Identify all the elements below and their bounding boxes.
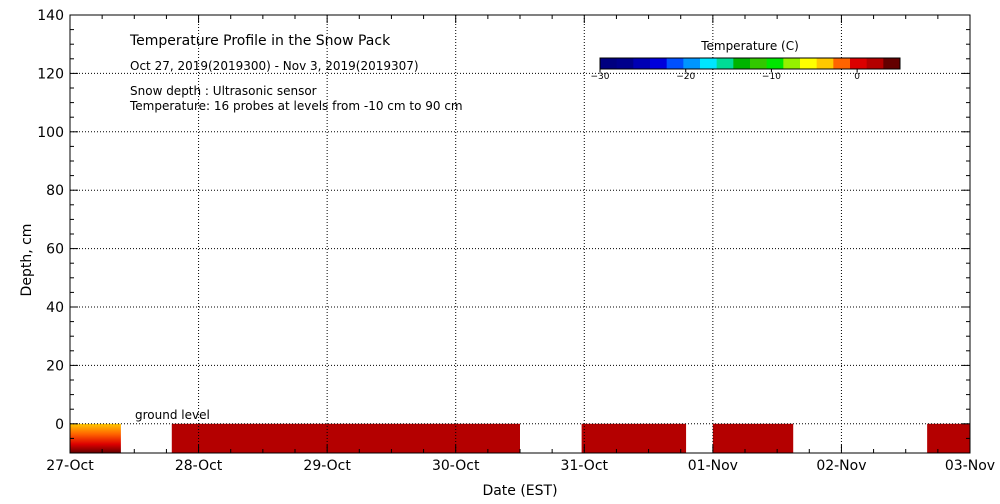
chart-title: Temperature Profile in the Snow Pack <box>129 33 391 49</box>
colorbar-tick-label: −10 <box>762 72 781 82</box>
colorbar-title: Temperature (C) <box>700 39 799 53</box>
colorbar-swatch <box>816 58 834 69</box>
note-temperature: Temperature: 16 probes at levels from -1… <box>129 99 463 113</box>
data-segment-3 <box>712 423 794 453</box>
colorbar-swatch <box>783 58 801 69</box>
colorbar: −30 −20 −10 0 <box>591 57 901 82</box>
data-segment-1 <box>171 423 521 453</box>
colorbar-swatch <box>733 58 751 69</box>
colorbar-swatch <box>766 58 784 69</box>
frame-layer: 0 20 40 60 80 100 120 140 27-Oct 28-Oct 29-Oct 30-O… <box>37 8 995 474</box>
colorbar-tick-label: −30 <box>591 72 610 82</box>
x-tick-label: 28-Oct <box>175 458 223 474</box>
colorbar-swatch <box>716 58 734 69</box>
grid-layer <box>70 15 970 453</box>
colorbar-swatch <box>800 58 818 69</box>
colorbar-tick-label: 0 <box>854 72 860 82</box>
colorbar-swatch <box>666 58 684 69</box>
x-tick-label: 29-Oct <box>303 458 351 474</box>
data-segment-0 <box>70 423 121 453</box>
y-tick-label: 120 <box>37 66 64 82</box>
y-tick-label: 40 <box>46 300 64 316</box>
y-tick-label: 20 <box>46 358 64 374</box>
colorbar-tick-label: −20 <box>676 72 695 82</box>
colorbar-swatch <box>616 58 634 69</box>
colorbar-swatch <box>700 58 718 69</box>
y-tick-label: 140 <box>37 8 64 24</box>
colorbar-swatch <box>633 58 651 69</box>
colorbar-swatch <box>850 58 868 69</box>
x-tick-label: 31-Oct <box>561 458 609 474</box>
data-segment-2 <box>581 423 687 453</box>
y-axis-title: Depth, cm <box>19 224 35 297</box>
y-tick-label: 60 <box>46 242 64 258</box>
colorbar-swatch <box>683 58 701 69</box>
text-layer: Temperature Profile in the Snow Pack Oct… <box>19 33 799 499</box>
x-tick-label: 03-Nov <box>945 458 995 474</box>
plot-frame <box>69 14 971 454</box>
y-tick-label: 100 <box>37 125 64 141</box>
note-snow-depth: Snow depth : Ultrasonic sensor <box>130 84 317 98</box>
colorbar-frame <box>599 57 901 70</box>
ground-level-label: ground level <box>135 408 210 422</box>
x-tick-label: 27-Oct <box>46 458 94 474</box>
colorbar-swatch <box>833 58 851 69</box>
colorbar-swatch <box>866 58 884 69</box>
data-segment-4 <box>927 423 970 453</box>
x-tick-label: 30-Oct <box>432 458 480 474</box>
colorbar-swatch <box>883 58 901 69</box>
y-tick-label: 80 <box>46 183 64 199</box>
x-axis-title: Date (EST) <box>482 483 557 499</box>
y-tick-label: 0 <box>55 417 64 433</box>
colorbar-swatch <box>650 58 668 69</box>
data-layer <box>70 423 970 453</box>
chart-subtitle: Oct 27, 2019(2019300) - Nov 3, 2019(2019… <box>130 59 419 73</box>
x-tick-label: 01-Nov <box>688 458 738 474</box>
colorbar-swatch <box>600 58 618 69</box>
x-tick-label: 02-Nov <box>816 458 866 474</box>
colorbar-swatch <box>750 58 768 69</box>
